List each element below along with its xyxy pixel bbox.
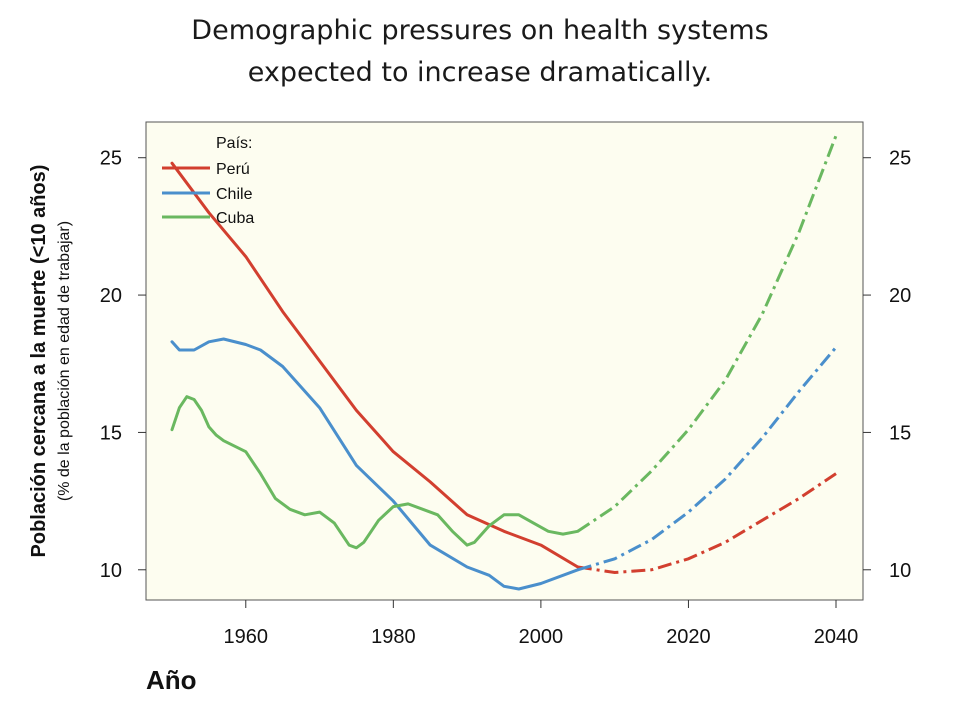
legend-label-cuba: Cuba — [216, 210, 254, 227]
x-tick-label-1960: 1960 — [224, 626, 269, 648]
x-axis-label: Año — [146, 665, 197, 695]
y-axis-label: Población cercana a la muerte (<10 años) — [28, 165, 50, 558]
plot-background — [145, 121, 864, 601]
series-line-peru-observed — [170, 161, 580, 569]
y-tick-label-right-25: 25 — [889, 148, 911, 170]
y-tick-label-right-10: 10 — [889, 560, 911, 582]
legend-title: País: — [216, 135, 252, 152]
y-tick-label-left-25: 25 — [100, 148, 122, 170]
x-tick-label-2020: 2020 — [666, 626, 711, 648]
y-tick-label-right-15: 15 — [889, 422, 911, 444]
chart-title-line-1: Demographic pressures on health systems — [191, 15, 769, 46]
x-tick-label-2000: 2000 — [519, 626, 564, 648]
legend: País: Perú Chile Cuba — [162, 135, 254, 227]
series-layer — [170, 135, 838, 591]
chart-title: Demographic pressures on health systems … — [0, 10, 960, 94]
series-line-chile-observed — [170, 337, 580, 591]
legend-label-chile: Chile — [216, 186, 253, 203]
chart-title-line-2: expected to increase dramatically. — [247, 57, 713, 88]
x-tick-label-1980: 1980 — [371, 626, 416, 648]
legend-label-peru: Perú — [216, 161, 250, 178]
series-line-cuba-observed — [170, 395, 580, 550]
series-line-cuba-projected — [576, 135, 838, 533]
y-tick-label-left-10: 10 — [100, 560, 122, 582]
series-line-chile-projected — [577, 346, 838, 572]
y-tick-label-left-15: 15 — [100, 422, 122, 444]
x-tick-label-2040: 2040 — [814, 626, 859, 648]
y-axis-sublabel: (% de la población en edad de trabajar) — [56, 221, 73, 501]
y-tick-label-right-20: 20 — [889, 285, 911, 307]
y-tick-label-left-20: 20 — [100, 285, 122, 307]
